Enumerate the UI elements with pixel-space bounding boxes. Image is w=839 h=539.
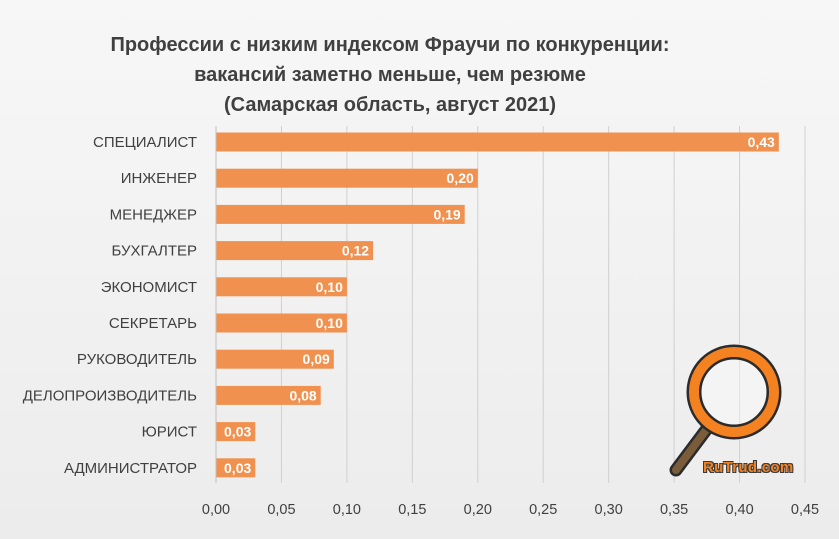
chart-title-line-1: Профессии с низким индексом Фраучи по ко… xyxy=(110,34,670,56)
bar xyxy=(216,458,256,478)
data-label: 0,19 xyxy=(433,206,460,222)
bar xyxy=(216,168,478,188)
bar xyxy=(216,277,347,297)
data-label: 0,12 xyxy=(342,243,369,259)
x-tick-label: 0,25 xyxy=(529,502,557,518)
category-label: СПЕЦИАЛИСТ xyxy=(93,134,197,151)
data-label: 0,10 xyxy=(316,279,343,295)
x-tick-label: 0,05 xyxy=(267,502,295,518)
bar xyxy=(216,349,334,369)
bar xyxy=(216,313,347,333)
chart-title: Профессии с низким индексом Фраучи по ко… xyxy=(40,30,740,120)
category-label: ДЕЛОПРОИЗВОДИТЕЛЬ xyxy=(23,387,197,404)
bar xyxy=(216,204,465,224)
x-tick-label: 0,00 xyxy=(202,502,230,518)
category-label: ЭКОНОМИСТ xyxy=(101,279,197,296)
data-label: 0,09 xyxy=(303,351,330,367)
x-tick-label: 0,35 xyxy=(660,502,688,518)
x-tick-label: 0,20 xyxy=(464,502,492,518)
x-tick-label: 0,10 xyxy=(333,502,361,518)
bar xyxy=(216,422,256,442)
data-label: 0,03 xyxy=(224,424,251,440)
chart-title-line-2: вакансий заметно меньше, чем резюме xyxy=(194,64,586,86)
bar xyxy=(216,132,779,152)
x-tick-label: 0,15 xyxy=(398,502,426,518)
data-label: 0,10 xyxy=(316,315,343,331)
category-label: БУХГАЛТЕР xyxy=(111,243,197,260)
category-label: МЕНЕДЖЕР xyxy=(110,206,197,223)
magnifier-icon xyxy=(669,344,782,477)
chart-title-line-3: (Самарская область, август 2021) xyxy=(223,94,557,116)
category-label: СЕКРЕТАРЬ xyxy=(109,315,197,332)
x-tick-label: 0,30 xyxy=(595,502,623,518)
data-label: 0,43 xyxy=(748,134,775,150)
category-label: АДМИНИСТРАТОР xyxy=(64,460,197,477)
category-label: ЮРИСТ xyxy=(142,424,197,441)
category-label: ИНЖЕНЕР xyxy=(121,170,197,187)
category-label: РУКОВОДИТЕЛЬ xyxy=(77,351,197,368)
data-label: 0,08 xyxy=(289,387,316,403)
data-label: 0,03 xyxy=(224,460,251,476)
x-tick-label: 0,45 xyxy=(791,502,819,518)
watermark-text: RuTrud.com xyxy=(703,459,794,476)
x-tick-label: 0,40 xyxy=(725,502,753,518)
bar xyxy=(216,385,321,405)
data-label: 0,20 xyxy=(447,170,474,186)
bar xyxy=(216,241,374,261)
